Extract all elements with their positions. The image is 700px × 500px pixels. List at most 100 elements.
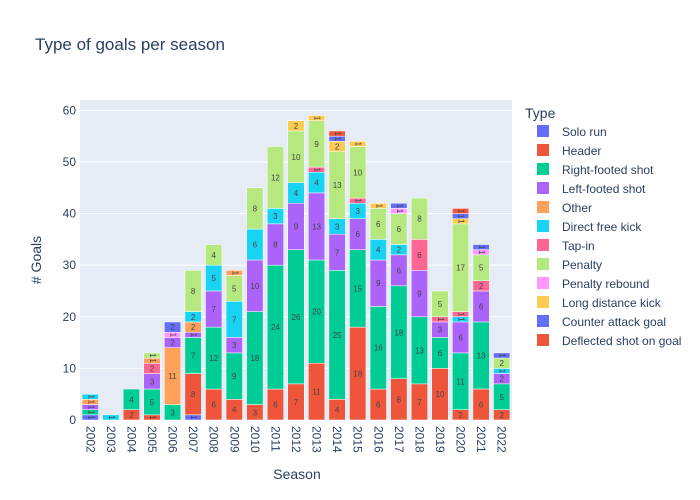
- bar-segment[interactable]: [143, 352, 161, 359]
- legend-item[interactable]: Long distance kick: [537, 296, 662, 310]
- x-tick-label: 2015: [351, 426, 365, 453]
- bar-value-label: 3: [273, 212, 278, 221]
- x-tick-label: 2006: [166, 426, 180, 453]
- legend-swatch: [537, 315, 549, 327]
- legend-item[interactable]: Tap-in: [537, 239, 595, 253]
- bar-value-label: 1: [86, 405, 95, 410]
- legend-title: Type: [525, 105, 556, 121]
- x-tick-label: 2005: [145, 426, 159, 453]
- x-axis-title: Season: [273, 466, 320, 482]
- legend-item[interactable]: Solo run: [537, 125, 607, 139]
- bar-value-label: 25: [333, 331, 342, 340]
- bar-segment[interactable]: [102, 414, 120, 421]
- bar-stack-2009: 4 9 3 7 5 1: [225, 270, 243, 421]
- legend[interactable]: Solo run Header Right-footed shot Left-foot…: [537, 125, 681, 348]
- y-tick-label: 60: [63, 103, 77, 117]
- bar-segment[interactable]: [410, 197, 428, 240]
- bar-segment[interactable]: [493, 352, 511, 359]
- bar-segment[interactable]: [349, 141, 367, 147]
- x-tick-label: 2020: [454, 426, 468, 453]
- legend-label: Long distance kick: [562, 296, 662, 310]
- bar-value-label: 9: [232, 372, 237, 381]
- bar-stack-2003: 1: [102, 414, 120, 421]
- bar-value-label: 3: [170, 408, 175, 417]
- bar-value-label: 10: [292, 153, 301, 162]
- legend-swatch: [537, 182, 549, 194]
- bar-value-label: 1: [354, 142, 363, 147]
- bar-value-label: 2: [294, 122, 299, 131]
- bar-value-label: 2: [499, 359, 504, 368]
- bar-segment[interactable]: [369, 202, 387, 209]
- bar-stack-2018: 7 13 9 6 8: [410, 197, 428, 421]
- legend-item[interactable]: Left-footed shot: [537, 182, 646, 196]
- bar-value-label: 2: [170, 323, 175, 332]
- bar-segment[interactable]: [164, 321, 182, 333]
- bar-value-label: 1: [313, 167, 322, 172]
- x-tick-label: 2021: [474, 426, 488, 453]
- bar-value-label: 6: [397, 266, 402, 275]
- bar-value-label: 1: [354, 198, 363, 203]
- legend-swatch: [537, 201, 549, 213]
- bar-segment[interactable]: [472, 244, 490, 250]
- bar-value-label: 10: [436, 390, 445, 399]
- legend-item[interactable]: Other: [537, 201, 592, 215]
- bar-segment[interactable]: [308, 115, 326, 121]
- legend-swatch: [537, 334, 549, 346]
- x-tick-label: 2009: [227, 426, 241, 453]
- y-tick-label: 40: [63, 207, 77, 221]
- bar-value-label: 13: [312, 222, 321, 231]
- legend-label: Left-footed shot: [562, 182, 646, 196]
- bar-value-label: 1: [86, 395, 95, 400]
- bar-segment[interactable]: [390, 202, 408, 209]
- x-tick-label: 2007: [186, 426, 200, 453]
- x-tick-label: 2002: [83, 426, 97, 453]
- x-tick-label: 2008: [207, 426, 221, 453]
- bar-segment[interactable]: [287, 120, 305, 132]
- legend-label: Penalty: [562, 258, 602, 272]
- legend-item[interactable]: Header: [537, 144, 601, 158]
- bar-segment[interactable]: [266, 146, 284, 209]
- bar-value-label: 1: [457, 219, 466, 224]
- bar-stack-2015: 18 15 6 3 1 10 1: [349, 141, 367, 421]
- x-tick-label: 2012: [289, 426, 303, 453]
- legend-item[interactable]: Deflected shot on goal: [537, 334, 681, 348]
- bar-value-label: 5: [479, 264, 484, 273]
- bar-value-label: 1: [498, 369, 507, 374]
- legend-label: Tap-in: [562, 239, 595, 253]
- bar-value-label: 2: [335, 142, 340, 151]
- bar-segment[interactable]: [246, 187, 264, 230]
- bar-stack-2010: 3 18 10 6 8: [246, 187, 264, 421]
- bar-value-label: 2: [397, 246, 402, 255]
- bar-segment[interactable]: [328, 130, 346, 137]
- bar-segment[interactable]: [122, 388, 140, 410]
- bar-segment[interactable]: [81, 393, 99, 400]
- bar-segment[interactable]: [431, 290, 449, 318]
- bar-value-label: 4: [232, 406, 237, 415]
- legend-item[interactable]: Counter attack goal: [537, 315, 666, 329]
- bar-segment[interactable]: [184, 270, 202, 312]
- bar-value-label: 18: [394, 328, 403, 337]
- bar-segment[interactable]: [452, 208, 470, 214]
- bar-value-label: 1: [457, 312, 466, 317]
- legend-item[interactable]: Penalty: [537, 258, 602, 272]
- legend-label: Right-footed shot: [562, 163, 654, 177]
- legend-item[interactable]: Right-footed shot: [537, 163, 654, 177]
- legend-item[interactable]: Direct free kick: [537, 220, 642, 234]
- legend-swatch: [537, 220, 549, 232]
- bar-segment[interactable]: [205, 244, 223, 266]
- bar-stack-2006: 3 11 212: [164, 321, 182, 421]
- bar-value-label: 18: [353, 370, 362, 379]
- bar-value-label: 6: [211, 401, 216, 410]
- bar-segment[interactable]: [225, 270, 243, 276]
- bar-value-label: 8: [397, 395, 402, 404]
- bar-value-label: 12: [209, 354, 218, 363]
- bar-value-label: 2: [191, 323, 196, 332]
- bar-value-label: 7: [191, 351, 196, 360]
- legend-item[interactable]: Penalty rebound: [537, 277, 649, 291]
- bar-value-label: 4: [294, 189, 299, 198]
